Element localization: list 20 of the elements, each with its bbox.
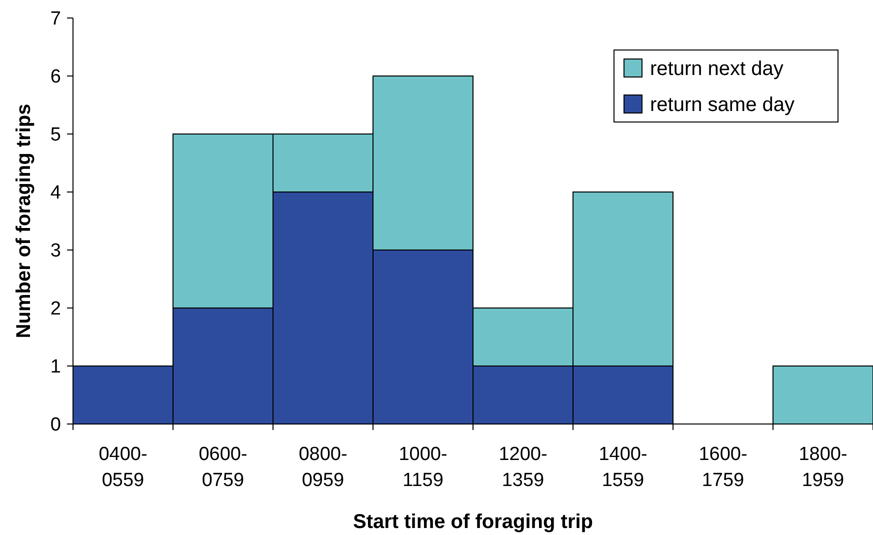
y-axis-title: Number of foraging trips [13,104,35,338]
y-tick-label: 4 [50,182,62,204]
x-tick-label: 0600-0759 [198,444,248,491]
y-tick-label: 6 [50,66,61,88]
legend-label: return same day [650,94,795,116]
x-tick-label: 1200-1359 [498,444,548,491]
x-tick-label: 1800-1959 [798,444,848,491]
x-tick-label: 1000-1159 [398,444,448,491]
x-tick-label: 0400-0559 [98,444,148,491]
legend-label: return next day [650,58,784,80]
y-tick-label: 5 [50,124,61,146]
y-tick-label: 0 [50,414,61,436]
x-tick-label: 1400-1559 [598,444,648,491]
x-axis-title: Start time of foraging trip [353,511,593,533]
x-tick-label: 1600-1759 [698,444,748,491]
y-tick-label: 1 [50,356,61,378]
y-tick-label: 7 [50,8,61,30]
y-tick-label: 2 [50,298,61,320]
y-tick-label: 3 [50,240,61,262]
x-tick-label: 0800-0959 [298,444,348,491]
